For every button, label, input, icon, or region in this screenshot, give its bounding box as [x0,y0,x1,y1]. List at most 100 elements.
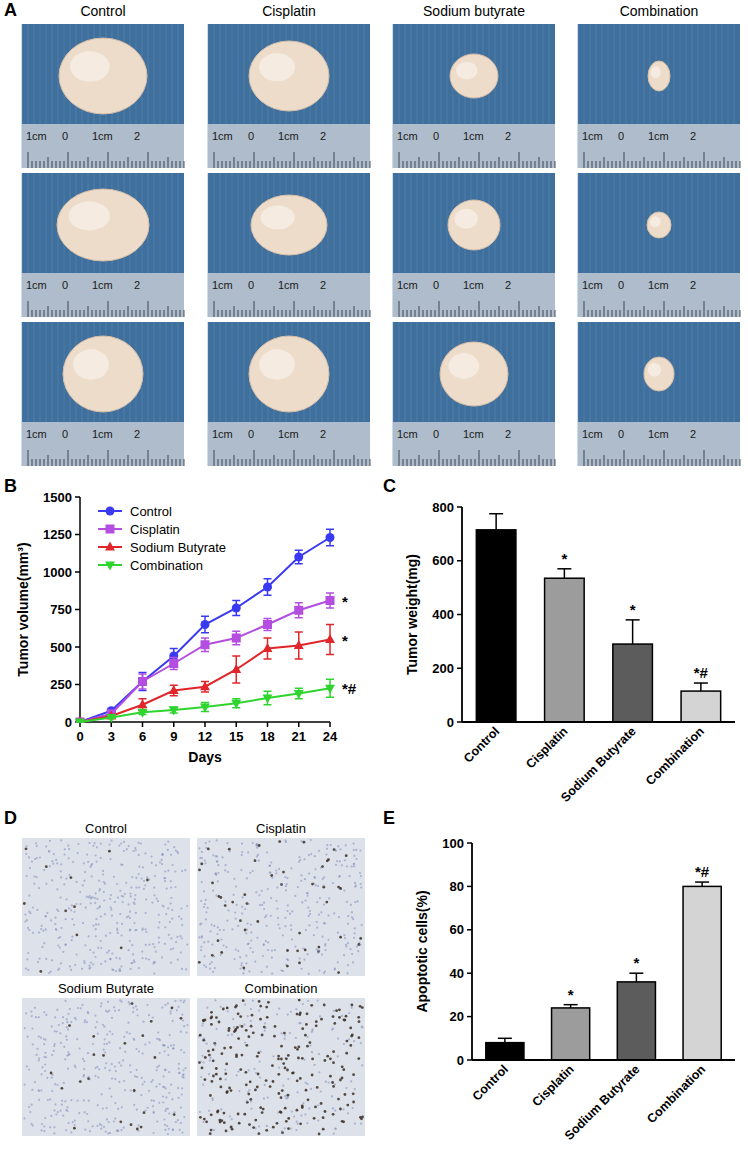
panel-label: E [383,808,395,828]
cell-nucleus [158,921,160,923]
cell-nucleus [246,877,248,879]
cell-nucleus [351,953,353,955]
ruler-tick [688,310,689,317]
cell-nucleus [111,1017,113,1019]
cell-nucleus [172,1047,174,1049]
ruler-tick [652,459,653,466]
cell-nucleus [309,913,311,915]
cell-nucleus [237,950,239,952]
cell-nucleus [306,895,308,897]
cell-nucleus [173,1111,175,1113]
cell-nucleus [347,964,349,966]
ruler-tick [628,161,629,168]
cell-nucleus [81,968,83,970]
cell-nucleus [31,1089,33,1091]
photo-background [22,322,184,466]
cell-nucleus [221,938,223,940]
ruler-tick [136,310,137,317]
cell-nucleus [106,1043,108,1045]
cell-nucleus [286,877,288,879]
ruler-tick [246,459,247,466]
ruler-tick [636,459,637,466]
cell-nucleus [36,876,38,878]
cell-nucleus [134,929,136,931]
ruler-tick [427,161,428,168]
ruler-tick [463,310,464,317]
cell-nucleus [256,937,258,939]
cell-nucleus [99,905,101,907]
ruler-tick [160,459,161,466]
cell-nucleus [129,917,131,919]
ruler-tick [226,459,227,466]
ruler-tick [302,310,303,317]
ruler-label: 2 [505,130,511,142]
ruler-tick [644,306,645,317]
cell-nucleus [182,1019,184,1021]
cell-nucleus [181,924,183,926]
cell-nucleus [44,1117,46,1119]
ruler-tick [346,310,347,317]
cell-nucleus [45,845,47,847]
cell-nucleus [53,1045,55,1047]
cell-nucleus [107,1011,109,1013]
ruler-tick [479,450,480,466]
ruler-tick [120,459,121,466]
ruler-label: 1cm [397,428,418,440]
ruler-label: 2 [690,279,696,291]
ruler-label: 1cm [278,130,299,142]
cell-nucleus [170,880,172,882]
cell-nucleus [122,901,124,903]
cell-nucleus [68,874,70,876]
cell-nucleus [158,941,160,943]
ruler-tick [168,455,169,466]
cell-nucleus [87,896,89,898]
cell-nucleus [214,967,216,969]
cell-nucleus [54,1016,56,1018]
cell-nucleus [226,920,228,922]
ruler-tick [499,306,500,317]
ruler-tick [234,455,235,466]
ruler-tick [443,459,444,466]
cell-nucleus [94,842,96,844]
cell-nucleus [180,918,182,920]
ruler-tick [52,459,53,466]
cell-nucleus [27,952,29,954]
ruler-tick [140,459,141,466]
cell-nucleus [339,936,342,939]
ruler-tick [527,459,528,466]
cell-nucleus [64,853,66,855]
cell-nucleus [95,923,97,925]
cell-nucleus [90,866,92,868]
cell-nucleus [133,959,135,961]
cell-nucleus [66,1039,68,1041]
cell-nucleus [179,935,181,937]
cell-nucleus [207,907,209,909]
ruler-tick [156,310,157,317]
cell-nucleus [334,849,336,851]
cell-nucleus [64,909,67,912]
cell-nucleus [86,854,88,856]
ruler-tick [684,157,685,168]
tumor-highlight [259,53,295,81]
cell-nucleus [55,1113,57,1115]
cell-nucleus [49,840,51,842]
cell-nucleus [40,928,42,930]
cell-nucleus [326,844,328,846]
cell-nucleus [84,871,86,873]
ruler-tick [334,152,335,168]
cell-nucleus [161,956,163,958]
cell-nucleus [33,875,35,877]
ruler-tick [84,459,85,466]
ruler-tick [258,161,259,168]
cell-nucleus [216,860,218,862]
cell-nucleus [138,1124,140,1126]
cell-nucleus [35,1016,37,1018]
cell-nucleus [53,1050,55,1052]
ruler-tick [32,161,33,168]
cell-nucleus [183,1051,185,1053]
ruler-tick [222,161,223,168]
cell-nucleus [178,916,180,918]
ruler-tick [632,310,633,317]
cell-nucleus [237,925,239,927]
cell-nucleus [307,907,309,909]
